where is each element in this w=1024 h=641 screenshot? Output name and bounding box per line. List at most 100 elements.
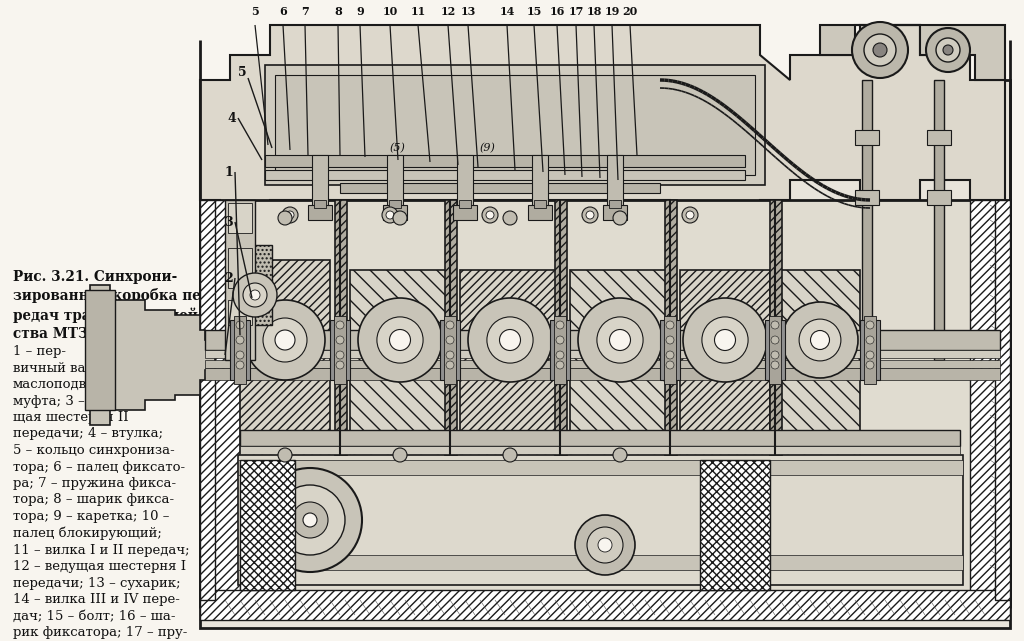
- Circle shape: [926, 28, 970, 72]
- Text: 19: 19: [604, 6, 620, 17]
- Bar: [769, 316, 781, 384]
- Circle shape: [336, 321, 344, 329]
- Text: 16: 16: [549, 6, 564, 17]
- Circle shape: [873, 43, 887, 57]
- Circle shape: [393, 448, 407, 462]
- Circle shape: [486, 211, 494, 219]
- Bar: [665, 200, 677, 455]
- Circle shape: [701, 317, 749, 363]
- Bar: [534, 200, 546, 208]
- Circle shape: [582, 207, 598, 223]
- Text: 9: 9: [356, 6, 364, 17]
- Circle shape: [336, 361, 344, 369]
- Text: 4: 4: [227, 112, 236, 124]
- Bar: [532, 155, 548, 210]
- Bar: [660, 320, 680, 380]
- Bar: [334, 316, 346, 384]
- Bar: [205, 368, 1000, 380]
- Bar: [934, 80, 944, 360]
- Bar: [238, 455, 963, 585]
- Text: 5: 5: [251, 6, 259, 17]
- Bar: [340, 183, 660, 193]
- Bar: [607, 155, 623, 210]
- Bar: [228, 300, 252, 325]
- Circle shape: [666, 321, 674, 329]
- Bar: [265, 65, 765, 185]
- Bar: [860, 320, 880, 380]
- Circle shape: [278, 448, 292, 462]
- Circle shape: [771, 361, 779, 369]
- Circle shape: [598, 538, 612, 552]
- Bar: [528, 205, 552, 220]
- Circle shape: [503, 211, 517, 225]
- Circle shape: [666, 361, 674, 369]
- Text: 11: 11: [411, 6, 426, 17]
- Bar: [383, 205, 407, 220]
- Bar: [927, 130, 951, 145]
- Bar: [862, 80, 872, 360]
- Circle shape: [666, 336, 674, 344]
- Circle shape: [236, 336, 244, 344]
- Bar: [680, 270, 770, 470]
- Circle shape: [486, 317, 534, 363]
- Bar: [314, 200, 326, 208]
- Circle shape: [609, 329, 631, 351]
- Circle shape: [275, 330, 295, 350]
- Text: 13: 13: [461, 6, 476, 17]
- Bar: [700, 460, 770, 590]
- Text: 3: 3: [224, 215, 233, 228]
- Bar: [995, 200, 1010, 600]
- Text: 14: 14: [500, 6, 515, 17]
- Circle shape: [258, 468, 362, 572]
- Circle shape: [393, 211, 407, 225]
- Bar: [205, 350, 1000, 358]
- Bar: [275, 75, 755, 175]
- Circle shape: [864, 34, 896, 66]
- Circle shape: [292, 502, 328, 538]
- Bar: [238, 555, 963, 570]
- Circle shape: [468, 298, 552, 382]
- Circle shape: [852, 22, 908, 78]
- Circle shape: [575, 515, 635, 575]
- Bar: [200, 590, 1010, 620]
- Circle shape: [446, 336, 454, 344]
- Circle shape: [389, 329, 411, 351]
- Bar: [440, 320, 460, 380]
- Text: 15: 15: [526, 6, 542, 17]
- Bar: [200, 80, 1010, 628]
- Text: 10: 10: [382, 6, 397, 17]
- Bar: [234, 316, 246, 384]
- Circle shape: [556, 321, 564, 329]
- Text: 1: 1: [224, 165, 233, 178]
- Circle shape: [866, 336, 874, 344]
- Circle shape: [866, 321, 874, 329]
- Circle shape: [446, 351, 454, 359]
- Circle shape: [715, 329, 735, 351]
- Circle shape: [303, 513, 317, 527]
- Bar: [555, 200, 567, 455]
- Circle shape: [613, 448, 627, 462]
- Circle shape: [866, 361, 874, 369]
- Bar: [927, 190, 951, 205]
- Bar: [350, 270, 450, 470]
- Circle shape: [683, 298, 767, 382]
- Circle shape: [613, 211, 627, 225]
- Bar: [225, 200, 255, 360]
- Bar: [200, 200, 240, 600]
- Circle shape: [286, 211, 294, 219]
- Circle shape: [771, 351, 779, 359]
- Bar: [554, 316, 566, 384]
- Bar: [265, 170, 745, 180]
- Bar: [770, 200, 782, 455]
- Circle shape: [503, 448, 517, 462]
- Circle shape: [386, 211, 394, 219]
- Circle shape: [597, 317, 643, 363]
- Circle shape: [250, 290, 260, 300]
- Text: Рис. 3.21. Синхрони-
зированная коробка пе-
редач тракторов семей-
ства МТЗ:: Рис. 3.21. Синхрони- зированная коробка …: [13, 270, 207, 341]
- Bar: [459, 200, 471, 208]
- Bar: [330, 320, 350, 380]
- Circle shape: [278, 211, 292, 225]
- Polygon shape: [90, 285, 215, 425]
- Circle shape: [556, 351, 564, 359]
- Bar: [85, 290, 115, 410]
